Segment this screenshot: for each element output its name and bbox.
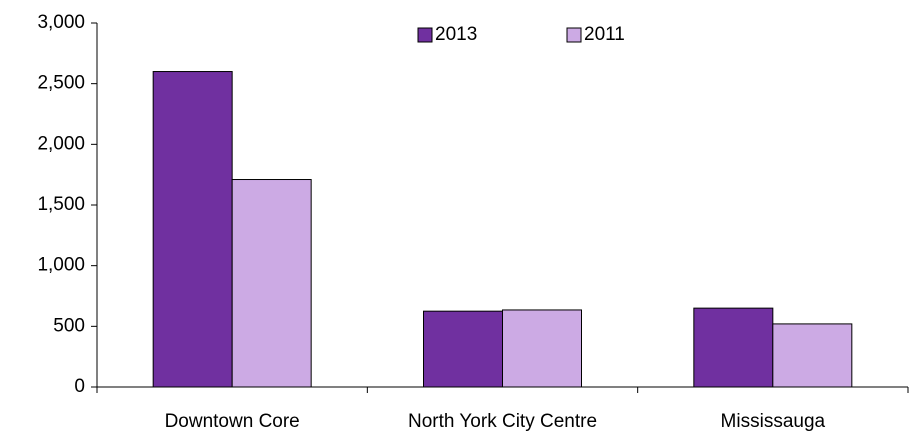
y-tick-label: 1,500 (37, 194, 85, 215)
legend-label: 2013 (435, 24, 477, 45)
y-tick-label: 1,000 (37, 255, 85, 276)
y-tick-label: 3,000 (37, 12, 85, 33)
bar (772, 323, 853, 388)
legend-swatch (566, 27, 582, 43)
bar (231, 179, 312, 388)
legend-label: 2011 (584, 24, 625, 45)
x-tick-label: Mississauga (721, 411, 826, 432)
legend-swatch (417, 27, 433, 43)
y-tick-label: 500 (53, 315, 85, 336)
bar (502, 309, 582, 388)
y-tick-label: 2,500 (37, 73, 85, 94)
bar (423, 310, 503, 388)
bar (152, 71, 233, 388)
y-tick-label: 0 (74, 376, 85, 397)
x-tick-label: Downtown Core (165, 411, 300, 432)
y-tick-label: 2,000 (37, 133, 85, 154)
x-tick-label: North York City Centre (408, 411, 597, 432)
bar (693, 307, 774, 388)
